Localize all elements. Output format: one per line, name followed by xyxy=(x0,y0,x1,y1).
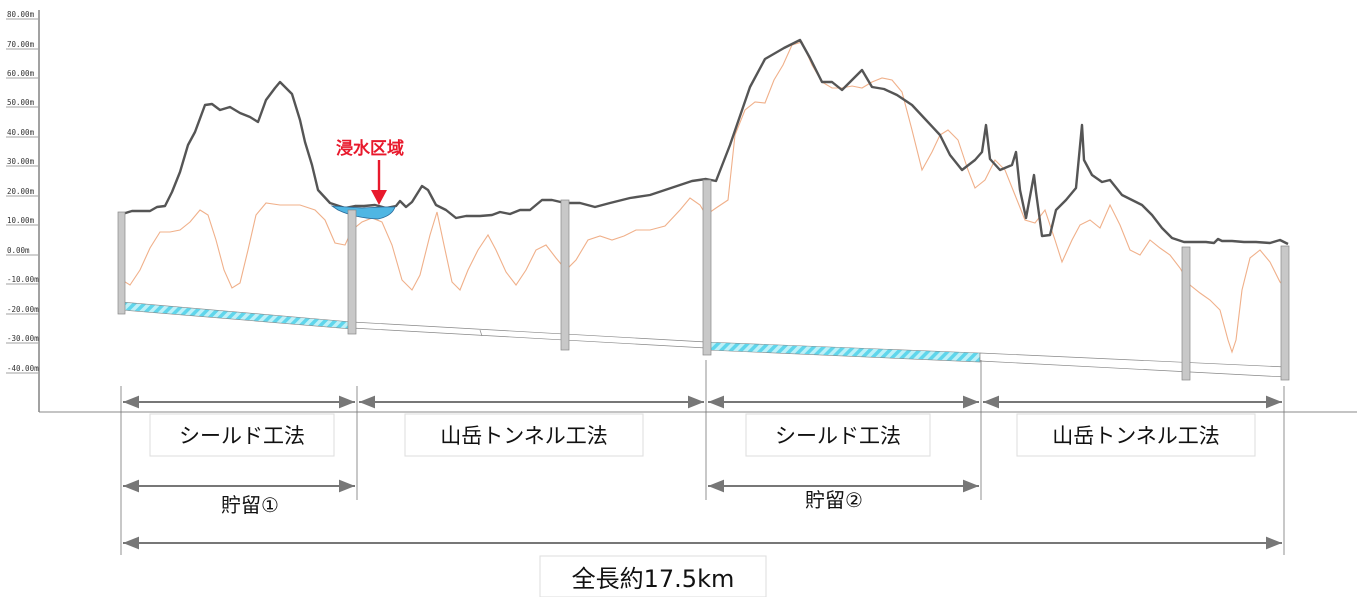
shaft xyxy=(560,199,570,351)
vertical-shafts xyxy=(117,179,1290,381)
tick-label: 70.00m xyxy=(7,40,35,49)
tick-label: 10.00m xyxy=(7,216,35,225)
tick-label: -10.00m xyxy=(7,275,39,284)
tick-label: 60.00m xyxy=(7,69,35,78)
method-box xyxy=(1016,413,1256,457)
storage-label: 貯留② xyxy=(805,488,863,512)
storage-label: 貯留① xyxy=(221,493,279,517)
groundwater-line xyxy=(121,41,1289,354)
method-label: 山岳トンネル工法 xyxy=(1052,424,1220,448)
shaft xyxy=(1280,245,1290,381)
tick-label: -20.00m xyxy=(7,305,39,314)
flood-arrow-head xyxy=(371,190,387,205)
shaft xyxy=(1181,246,1191,381)
tick-label: 80.00m xyxy=(7,10,35,19)
flooded-area xyxy=(330,205,396,220)
tick-label: -40.00m xyxy=(7,364,39,373)
tick-label: 30.00m xyxy=(7,157,35,166)
flood-area-label: 浸水区域 xyxy=(336,138,404,159)
method-label: シールド工法 xyxy=(775,424,901,448)
tick-label: 0.00m xyxy=(7,246,30,255)
elevation-ticks: 80.00m 70.00m 60.00m 50.00m 40.00m 30.00… xyxy=(6,10,39,374)
method-label: 山岳トンネル工法 xyxy=(440,424,608,448)
method-label: シールド工法 xyxy=(179,424,305,448)
method-box xyxy=(149,413,335,457)
tick-label: 20.00m xyxy=(7,187,35,196)
shaft xyxy=(702,179,712,356)
total-length-box xyxy=(539,555,767,597)
tick-label: 40.00m xyxy=(7,128,35,137)
tick-label: -30.00m xyxy=(7,334,39,343)
tick-label: 50.00m xyxy=(7,98,35,107)
method-box xyxy=(745,413,931,457)
dimension-extension-lines xyxy=(120,360,1285,555)
shaft xyxy=(117,211,126,315)
total-length-label: 全長約17.5km xyxy=(572,565,735,593)
shaft xyxy=(347,209,357,335)
method-box xyxy=(404,413,644,457)
